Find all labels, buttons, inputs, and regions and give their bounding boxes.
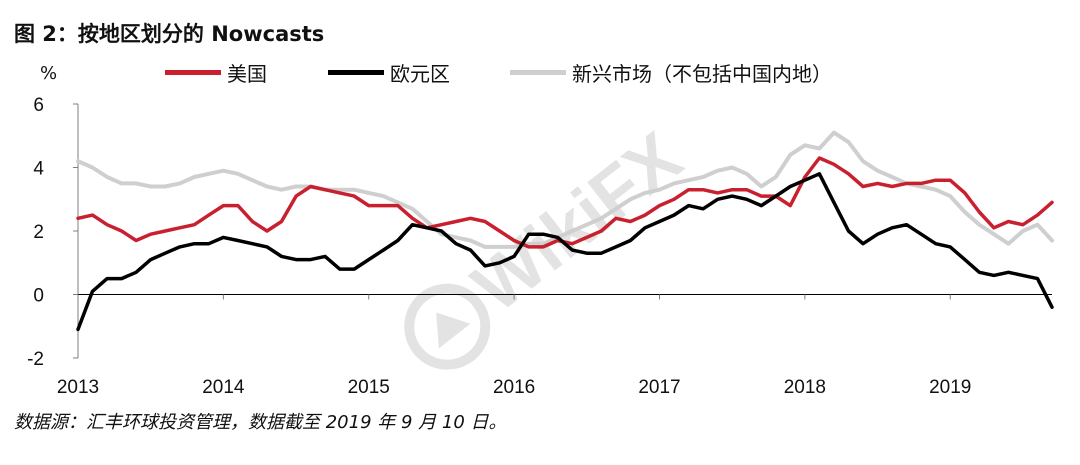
series-group — [76, 130, 1054, 332]
axes: -2 0 2 4 6 2013 2014 2015 2016 2017 2018 2019 — [27, 95, 1052, 398]
x-tick-label: 2015 — [348, 377, 390, 398]
series-line-eurozone — [76, 172, 1054, 332]
x-tick-label: 2013 — [57, 377, 99, 398]
x-tick-label: 2018 — [784, 377, 826, 398]
y-tick-label: 6 — [33, 95, 44, 116]
y-tick-label: 4 — [33, 159, 44, 180]
legend-label-eurozone: 欧元区 — [390, 62, 450, 86]
source-note: 数据源：汇丰环球投资管理，数据截至 2019 年 9 月 10 日。 — [14, 412, 507, 433]
watermark-logo-mark — [436, 312, 471, 349]
legend-label-us: 美国 — [227, 62, 267, 86]
legend-swatch-eurozone — [328, 70, 384, 75]
x-tick-label: 2014 — [202, 377, 245, 398]
x-tick-label: 2019 — [929, 377, 971, 398]
y-tick-label: -2 — [27, 349, 44, 370]
legend-item-eurozone: 欧元区 — [328, 58, 450, 87]
y-axis-unit: % — [40, 63, 58, 84]
x-tick-label: 2017 — [638, 377, 680, 398]
legend-swatch-em — [510, 70, 566, 75]
watermark: WikiFX — [404, 117, 696, 370]
legend-item-us: 美国 — [165, 58, 267, 87]
series-line-em — [76, 130, 1054, 249]
x-tick-label: 2016 — [493, 377, 535, 398]
y-tick-label: 0 — [33, 286, 44, 307]
legend-item-em: 新兴市场（不包括中国内地） — [510, 58, 832, 87]
legend-swatch-us — [165, 70, 221, 75]
legend-label-em: 新兴市场（不包括中国内地） — [572, 62, 832, 86]
y-tick-label: 2 — [33, 222, 44, 243]
chart-title: 图 2：按地区划分的 Nowcasts — [14, 22, 325, 46]
watermark-logo-icon — [404, 283, 491, 370]
